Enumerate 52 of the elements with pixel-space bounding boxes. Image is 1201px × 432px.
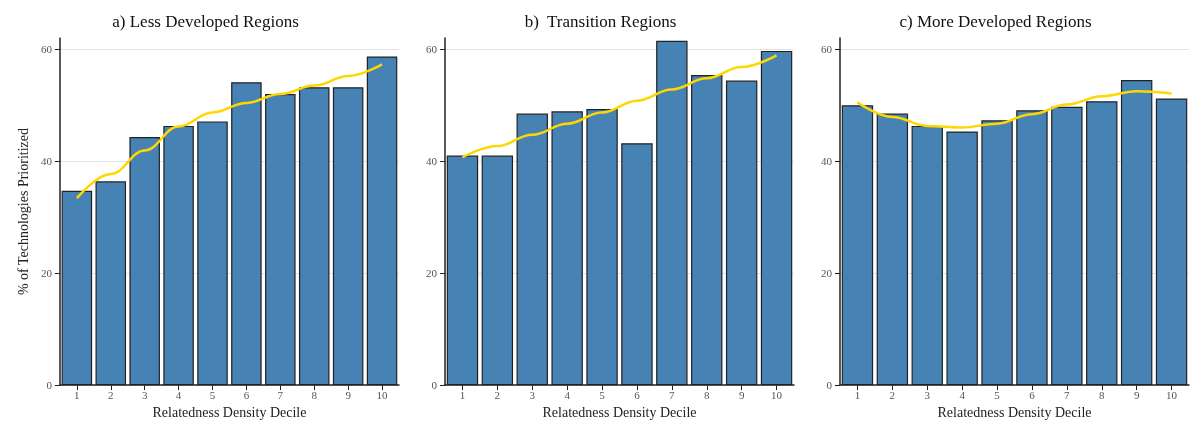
x-tick-label: 8 [704, 388, 710, 401]
x-tick-label: 8 [311, 388, 318, 401]
x-tick-label: 8 [1099, 388, 1105, 401]
x-tick-label: 1 [74, 388, 80, 401]
x-axis-title: Relatedness Density Decile [152, 404, 307, 420]
x-axis-title: Relatedness Density Decile [542, 404, 697, 420]
x-tick-label: 4 [175, 388, 182, 401]
line-series [461, 54, 778, 159]
chart-title: c) More Developed Regions [899, 12, 1092, 31]
y-tick-label: 60 [40, 43, 53, 56]
y-tick-label: 60 [821, 43, 833, 56]
x-tick-label: 5 [209, 388, 216, 401]
x-tick-label: 7 [277, 388, 284, 401]
x-tick-label: 1 [854, 388, 861, 401]
y-tick-label: 20 [821, 267, 833, 280]
x-tick-label: 5 [994, 388, 1001, 401]
x-tick-label: 10 [376, 388, 389, 401]
y-tick-label: 40 [426, 155, 438, 168]
x-tick-label: 5 [599, 388, 606, 401]
x-tick-label: 2 [108, 388, 114, 401]
y-tick-label: 20 [40, 267, 53, 280]
x-tick-label: 3 [529, 388, 536, 401]
x-tick-label: 10 [1166, 388, 1178, 401]
x-tick-label: 7 [669, 388, 676, 401]
y-tick-label: 0 [46, 379, 53, 392]
y-tick-label: 20 [426, 267, 438, 280]
x-tick-label: 4 [564, 388, 571, 401]
chart-title: a) Less Developed Regions [112, 12, 299, 31]
y-tick-label: 40 [40, 155, 53, 168]
x-tick-label: 9 [1133, 388, 1140, 401]
y-tick-label: 60 [426, 43, 438, 56]
x-tick-label: 1 [459, 388, 466, 401]
x-tick-label: 4 [959, 388, 966, 401]
y-tick-label: 0 [826, 379, 833, 392]
y-tick-label: 0 [431, 379, 438, 392]
chart-title: b) Transition Regions [524, 12, 677, 31]
x-tick-label: 6 [1029, 388, 1036, 401]
x-axis-title: Relatedness Density Decile [937, 404, 1092, 420]
line-series [75, 63, 384, 200]
x-tick-label: 2 [889, 388, 896, 401]
x-tick-label: 7 [1064, 388, 1071, 401]
y-axis-title: % of Technologies Prioritized [15, 127, 31, 296]
x-tick-label: 2 [494, 388, 501, 401]
x-tick-label: 6 [634, 388, 641, 401]
y-tick-label: 40 [821, 155, 833, 168]
x-tick-label: 10 [771, 388, 783, 401]
line-series [856, 89, 1173, 129]
x-tick-label: 6 [243, 388, 250, 401]
x-tick-label: 3 [141, 388, 148, 401]
x-tick-label: 9 [738, 388, 745, 401]
x-tick-label: 9 [345, 388, 352, 401]
x-tick-label: 3 [924, 388, 931, 401]
